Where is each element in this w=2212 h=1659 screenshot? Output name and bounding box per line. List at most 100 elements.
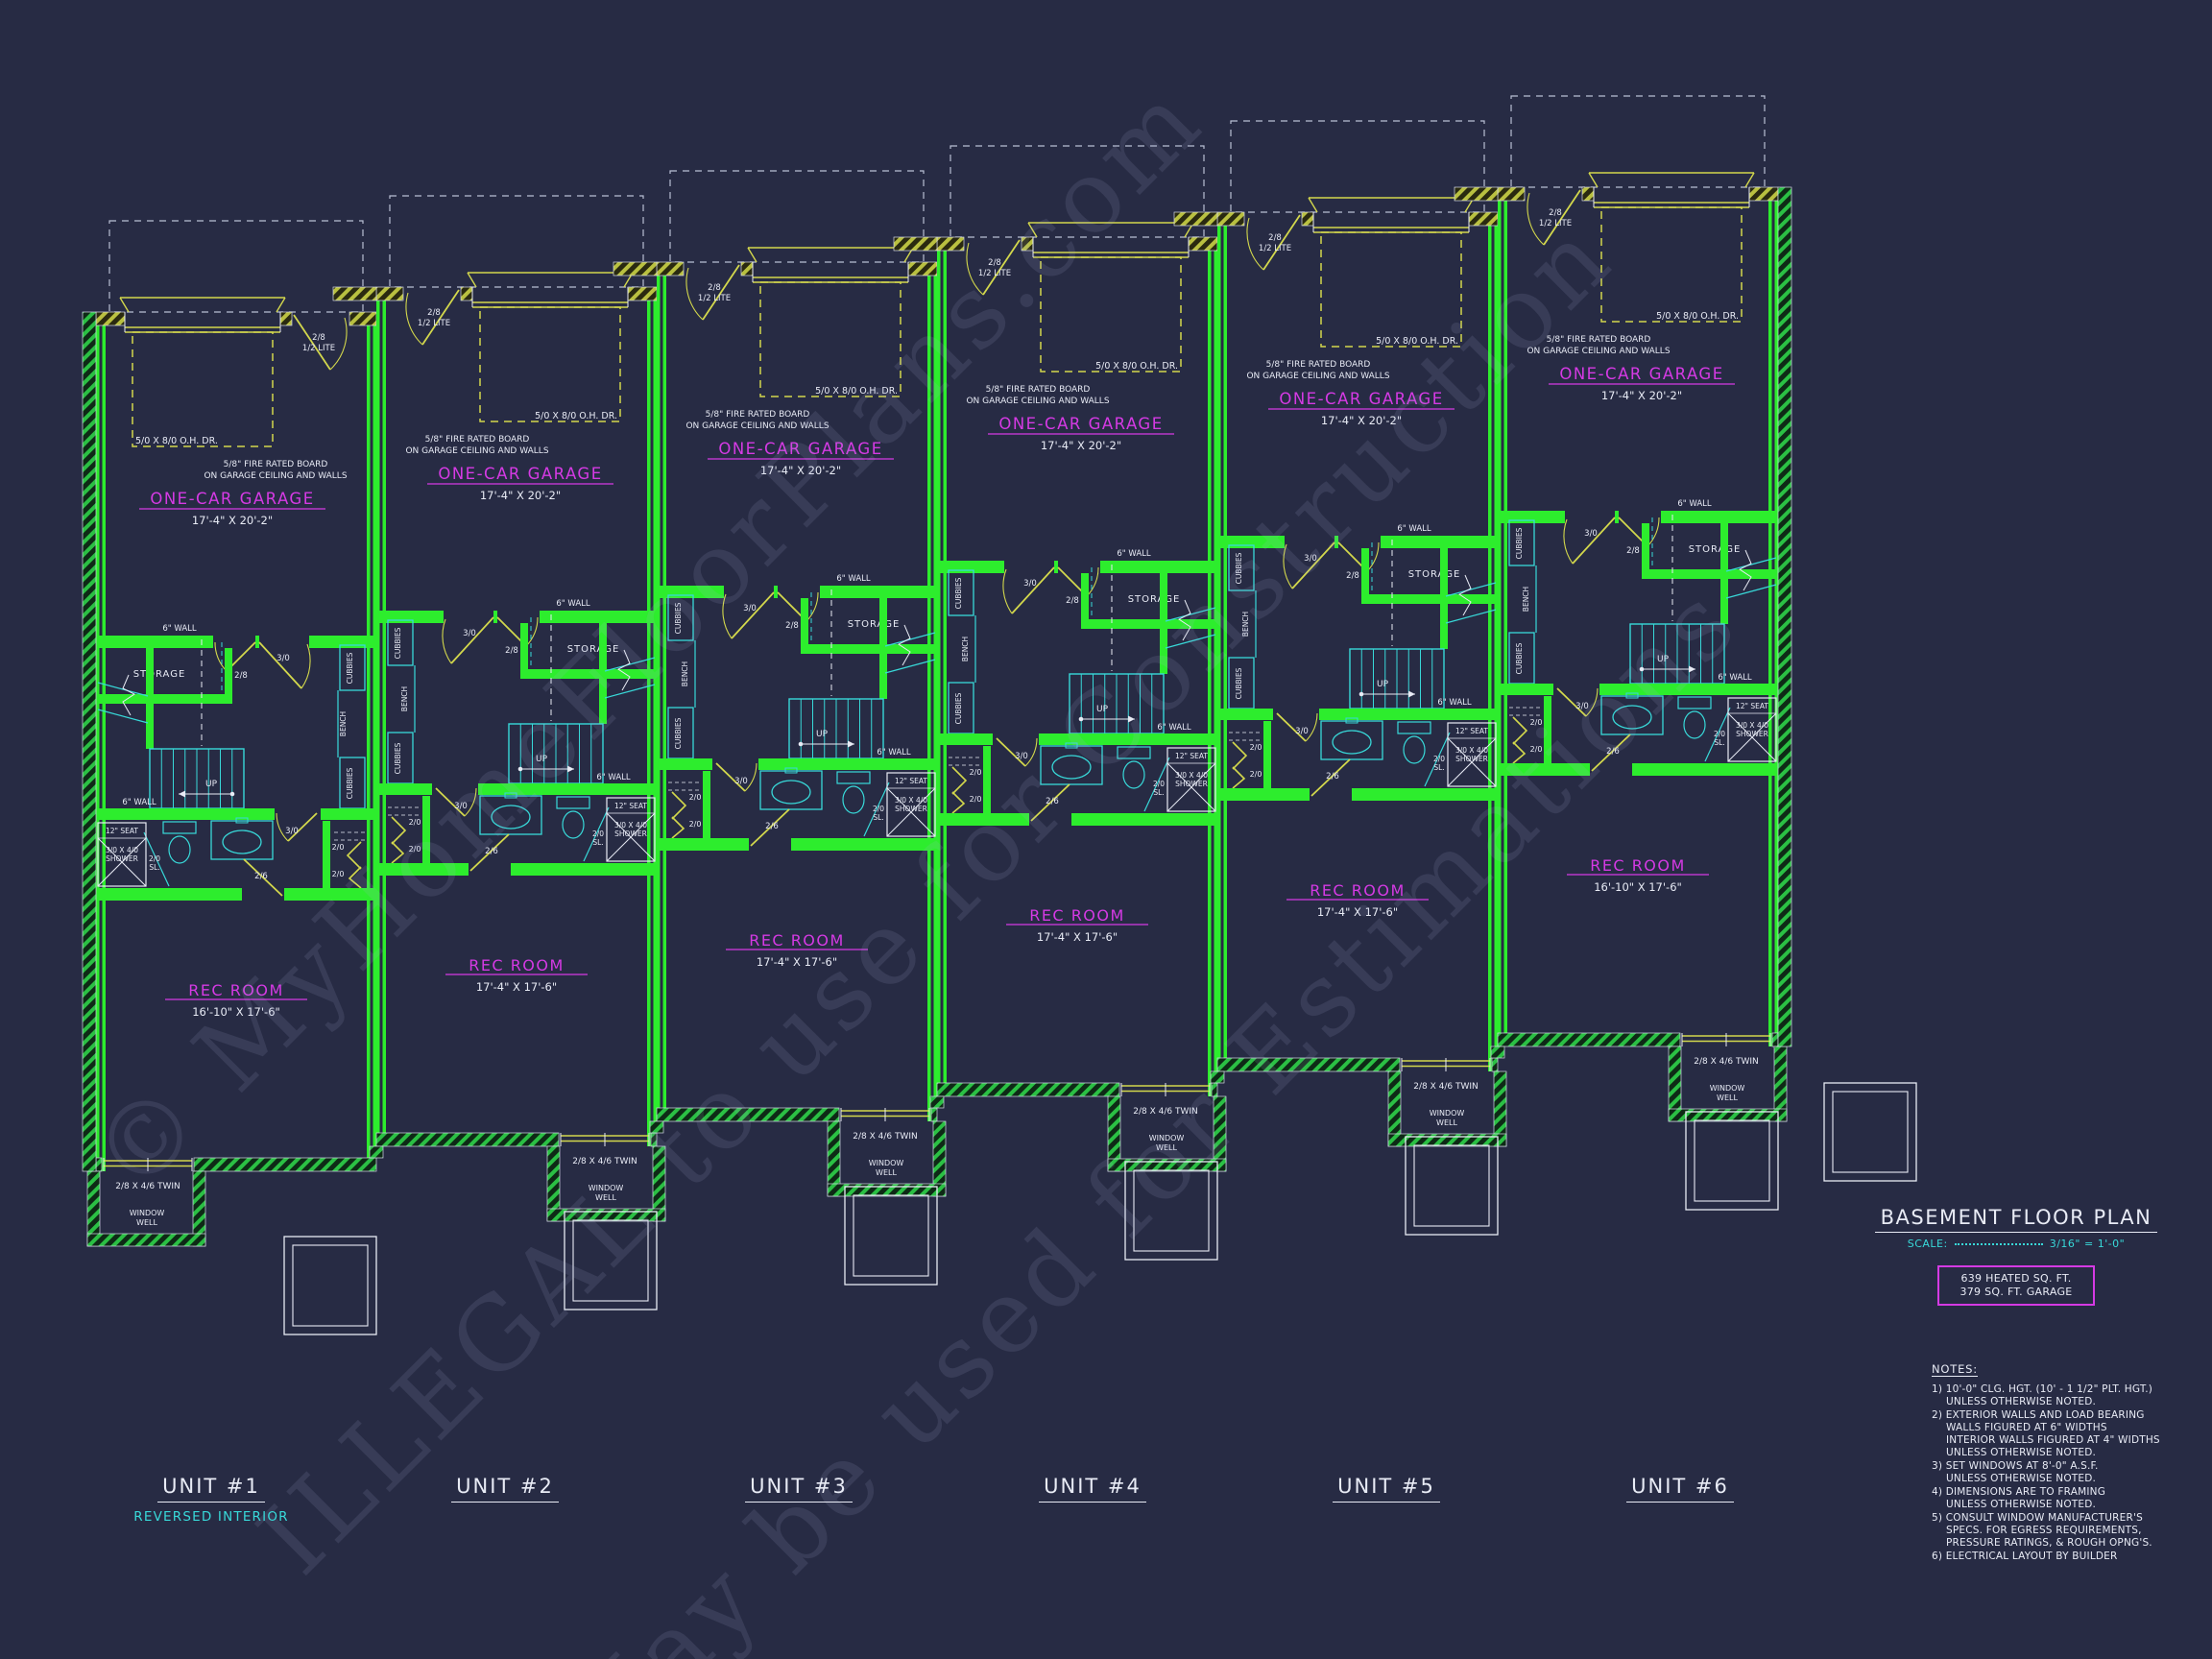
sink: [1051, 755, 1092, 780]
shower-label: SHOWER: [1736, 730, 1768, 738]
scale-note: SCALE: 3/16" = 1'-0": [1863, 1238, 2170, 1250]
patio-outline: [1124, 1161, 1218, 1261]
entry-door-label: 1/2 LITE: [1259, 244, 1291, 253]
door-label: 3/0: [1295, 727, 1309, 736]
wall-thickness-label: 6" WALL: [162, 624, 197, 634]
patio-outline: [283, 1236, 377, 1335]
door-label: 2/6: [485, 847, 498, 856]
toilet-tank: [836, 771, 871, 784]
stairs-up-label: UP: [1096, 705, 1109, 714]
door-label: 2/0: [1433, 755, 1445, 763]
note-item: 3) SET WINDOWS AT 8'-0" A.S.F. UNLESS OT…: [1932, 1460, 2099, 1484]
rec-room-label: REC ROOM: [1310, 881, 1406, 900]
faucet: [784, 767, 798, 774]
door-label: 2/0: [592, 830, 604, 838]
wall-thickness-label: 6" WALL: [836, 574, 871, 584]
shower: [606, 797, 656, 862]
garage-dims: 17'-4" X 20'-2": [480, 489, 561, 502]
foundation-wall: [930, 1107, 938, 1122]
overhead-door: [1320, 231, 1462, 348]
plan-line: [650, 293, 654, 1141]
cubbies: [948, 569, 974, 616]
fire-rating-note: 5/8" FIRE RATED BOARD: [706, 410, 810, 420]
foundation-wall: [1497, 1032, 1681, 1047]
door-label: 3/0: [1015, 752, 1028, 761]
cubbies-label: CUBBIES: [674, 602, 683, 634]
shower-seat-label: 12" SEAT: [895, 777, 927, 785]
note-item: 5) CONSULT WINDOW MANUFACTURER'S SPECS. …: [1932, 1512, 2152, 1549]
overhead-door-label: 5/0 X 8/0 O.H. DR.: [135, 436, 218, 446]
interior-wall: [376, 863, 657, 876]
step-wall: [893, 236, 938, 252]
fire-rating-note: 5/8" FIRE RATED BOARD: [224, 460, 328, 469]
overhead-door-label: 5/0 X 8/0 O.H. DR.: [1656, 311, 1739, 322]
entry-door-label: 2/8: [708, 283, 721, 293]
storage-room-label: STORAGE: [133, 669, 186, 680]
toilet: [168, 835, 191, 864]
rec-room-dims: 17'-4" X 17'-6": [1317, 905, 1398, 919]
door-label: 2/6: [765, 822, 779, 831]
interior-wall: [1544, 696, 1551, 763]
toilet: [1403, 735, 1426, 764]
plan-line: [993, 733, 1039, 746]
overhead-door-label: 5/0 X 8/0 O.H. DR.: [815, 386, 898, 397]
door-label: 2/6: [1046, 797, 1059, 806]
bench-label: BENCH: [1522, 587, 1530, 612]
door-label: 2/8: [505, 646, 518, 656]
interior-wall: [1361, 548, 1369, 594]
rear-wall: [1216, 211, 1245, 227]
plan-line: [712, 757, 758, 771]
interior-wall: [801, 644, 937, 654]
rec-room-dims: 16'-10" X 17'-6": [192, 1005, 280, 1019]
storage-room-label: STORAGE: [1128, 594, 1181, 605]
plan-line: [1004, 560, 1054, 574]
door-label: SL.: [1714, 738, 1724, 747]
step-wall: [332, 286, 377, 301]
cubbies-label: CUBBIES: [1235, 667, 1243, 699]
door-label: 2/0: [1250, 743, 1262, 752]
fire-rating-note: ON GARAGE CEILING AND WALLS: [966, 397, 1109, 406]
toilet: [562, 810, 585, 839]
patio-outline: [1413, 1144, 1490, 1227]
door-label: 2/0: [332, 843, 345, 852]
window-well: [86, 1233, 206, 1247]
patio-outline: [292, 1244, 369, 1327]
general-notes: NOTES: 1) 10'-0" CLG. HGT. (10' - 1 1/2"…: [1932, 1363, 2206, 1564]
plan-line: [749, 837, 791, 852]
stairs-up-label: UP: [205, 780, 218, 789]
garage-dims: 17'-4" X 20'-2": [1601, 389, 1682, 402]
foundation-wall: [656, 1107, 840, 1122]
door-label: 2/0: [332, 870, 345, 878]
garage-room-label: ONE-CAR GARAGE: [718, 440, 882, 458]
interior-wall: [422, 796, 430, 863]
door-label: 2/8: [1626, 546, 1640, 556]
cubbies: [387, 619, 414, 666]
interior-wall: [520, 669, 657, 679]
sink: [1612, 705, 1652, 730]
window-label: 2/8 X 4/6 TWIN: [853, 1132, 918, 1142]
door-label: 3/0: [1023, 579, 1037, 589]
vanity: [1040, 745, 1103, 785]
toilet: [842, 785, 865, 814]
door-label: 2/0: [689, 820, 702, 829]
scale-label: SCALE:: [1907, 1238, 1948, 1250]
rec-room-label: REC ROOM: [1590, 856, 1686, 875]
shower-label: 3/0 X 4/0: [1736, 721, 1768, 730]
window-well-label: WINDOW: [1430, 1109, 1465, 1118]
plan-line: [778, 585, 820, 599]
up-arrowhead: [179, 790, 185, 798]
storage-room-label: STORAGE: [567, 644, 620, 655]
scale-leader-line: [1954, 1242, 2043, 1245]
toilet-tank: [1117, 746, 1151, 759]
fire-rating-note: ON GARAGE CEILING AND WALLS: [405, 446, 548, 456]
overhead-door: [132, 331, 274, 447]
overhead-door: [479, 306, 621, 422]
cubbies-label: CUBBIES: [394, 627, 402, 659]
plan-line: [1565, 510, 1615, 524]
shower-label: 3/0 X 4/0: [106, 846, 138, 854]
step-wall: [929, 1095, 945, 1109]
